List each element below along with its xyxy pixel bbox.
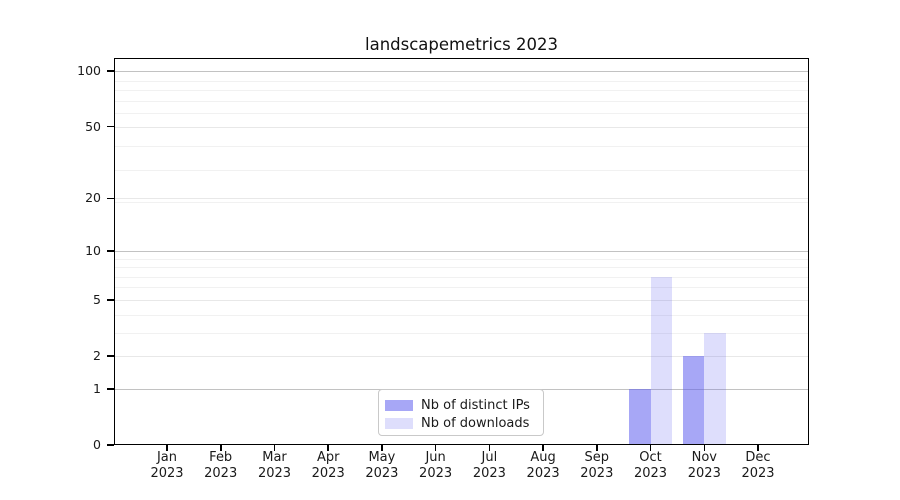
legend-label-downloads: Nb of downloads — [421, 415, 530, 431]
x-tick-year: 2023 — [580, 466, 614, 481]
y-tick-label-1: 1 — [93, 380, 101, 396]
y-tick-mark-10 — [107, 250, 114, 252]
x-tick-year: 2023 — [257, 466, 292, 481]
y-tick-label-50: 50 — [85, 118, 101, 134]
x-tick-month: Oct — [639, 450, 662, 465]
x-tick-mark-nov — [703, 445, 705, 451]
y-tick-label-0: 0 — [93, 437, 101, 452]
gridline-minor — [114, 90, 809, 92]
x-tick-label-may: May 2023 — [350, 450, 414, 482]
legend: Nb of distinct IPs Nb of downloads — [378, 389, 544, 436]
x-tick-month: Jul — [481, 450, 498, 465]
x-tick-label-jan: Jan 2023 — [135, 450, 199, 482]
x-tick-label-oct: Oct 2023 — [619, 450, 683, 482]
x-tick-mark-feb — [220, 445, 222, 451]
x-tick-year: 2023 — [687, 466, 721, 481]
x-tick-mark-oct — [649, 445, 652, 451]
x-tick-year: 2023 — [472, 466, 506, 481]
y-tick-mark-50 — [107, 125, 114, 128]
x-tick-year: 2023 — [633, 466, 668, 481]
x-tick-year: 2023 — [311, 466, 345, 481]
gridline-20 — [114, 198, 809, 200]
bar-nb-of-downloads-nov — [704, 332, 726, 445]
x-tick-mark-dec — [757, 445, 759, 451]
x-tick-label-dec: Dec 2023 — [726, 450, 790, 482]
y-tick-mark-0 — [107, 444, 114, 446]
gridline-minor — [114, 80, 809, 82]
gridline-minor — [114, 287, 809, 289]
x-tick-month: Jun — [425, 450, 446, 465]
x-tick-mark-sep — [596, 445, 598, 451]
legend-item-distinct-ips: Nb of distinct IPs — [385, 396, 543, 414]
gridline-minor — [114, 169, 809, 171]
x-tick-month: Aug — [530, 450, 556, 465]
y-tick-mark-20 — [107, 197, 114, 200]
x-tick-label-nov: Nov 2023 — [672, 450, 736, 482]
x-tick-mark-apr — [327, 445, 329, 451]
x-tick-year: 2023 — [365, 466, 399, 481]
x-tick-label-sep: Sep 2023 — [565, 450, 629, 482]
plot-area — [114, 58, 809, 445]
x-tick-label-jul: Jul 2023 — [457, 450, 521, 482]
gridline-10 — [114, 250, 809, 252]
x-tick-label-aug: Aug 2023 — [511, 450, 575, 482]
x-tick-mark-mar — [273, 445, 276, 451]
y-tick-label-5: 5 — [93, 291, 101, 307]
x-tick-mark-jul — [488, 445, 491, 451]
bar-nb-of-downloads-oct — [650, 276, 672, 445]
x-tick-month: Jan — [156, 450, 178, 465]
x-tick-year: 2023 — [526, 466, 560, 481]
x-tick-month: Feb — [209, 450, 233, 465]
x-tick-year: 2023 — [150, 466, 184, 481]
x-tick-year: 2023 — [741, 466, 775, 481]
x-tick-label-jun: Jun 2023 — [404, 450, 468, 482]
gridline-100 — [114, 71, 809, 73]
y-tick-mark-1 — [107, 388, 114, 390]
x-tick-month: Dec — [745, 450, 771, 465]
legend-swatch-distinct-ips — [385, 399, 413, 411]
chart-title: landscapemetrics 2023 — [365, 35, 558, 54]
x-tick-month: Mar — [262, 450, 287, 465]
gridline-5 — [114, 299, 809, 301]
gridline-50 — [114, 126, 809, 128]
x-tick-label-apr: Apr 2023 — [296, 450, 360, 482]
x-tick-year: 2023 — [204, 466, 238, 481]
x-tick-mark-aug — [542, 445, 544, 451]
y-tick-label-10: 10 — [85, 242, 101, 258]
x-tick-label-feb: Feb 2023 — [189, 450, 253, 482]
gridline-minor — [114, 332, 809, 334]
gridline-minor — [114, 314, 809, 316]
bar-nb-of-distinct-ips-nov — [682, 356, 705, 445]
x-tick-label-mar: Mar 2023 — [243, 450, 307, 482]
x-tick-mark-jan — [166, 445, 168, 451]
legend-label-distinct-ips: Nb of distinct IPs — [421, 397, 530, 413]
x-tick-mark-jun — [434, 445, 437, 451]
gridline-minor — [114, 202, 809, 204]
x-tick-month: May — [368, 450, 396, 465]
x-tick-mark-may — [381, 445, 383, 451]
y-tick-label-20: 20 — [85, 190, 101, 206]
y-tick-mark-5 — [107, 299, 114, 301]
gridline-minor — [114, 267, 809, 268]
y-tick-label-2: 2 — [93, 348, 101, 363]
y-tick-mark-2 — [107, 355, 114, 357]
x-tick-month: Apr — [316, 450, 340, 465]
bar-nb-of-distinct-ips-oct — [629, 388, 651, 445]
gridline-minor — [114, 100, 809, 102]
x-tick-month: Sep — [584, 450, 610, 465]
x-tick-year: 2023 — [419, 466, 453, 481]
y-tick-mark-100 — [107, 70, 114, 72]
gridline-minor — [114, 146, 809, 148]
y-tick-label-100: 100 — [77, 63, 101, 79]
gridline-2 — [114, 356, 809, 357]
legend-swatch-downloads — [385, 417, 413, 429]
gridline-minor — [114, 258, 809, 260]
gridline-minor — [114, 113, 809, 115]
legend-item-downloads: Nb of downloads — [385, 414, 543, 432]
x-tick-month: Nov — [691, 450, 717, 465]
gridline-minor — [114, 276, 809, 278]
